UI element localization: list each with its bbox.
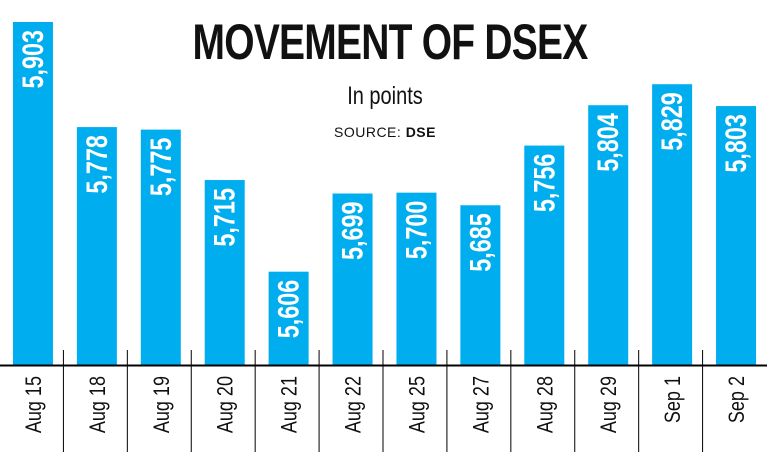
x-tick-label: Aug 27 [470, 376, 494, 433]
bar [140, 129, 181, 365]
bar [524, 145, 565, 365]
bar-value-label: 5,804 [591, 113, 624, 172]
bar [12, 22, 53, 365]
bar [716, 106, 757, 365]
x-tick-label: Aug 29 [598, 376, 622, 433]
bar [76, 127, 117, 365]
bar [588, 105, 629, 366]
bar-value-label: 5,903 [16, 30, 49, 89]
bar-value-label: 5,699 [336, 202, 369, 261]
chart-title: MOVEMENT OF DSEX [192, 14, 589, 70]
bar [460, 205, 501, 365]
bar-value-label: 5,778 [80, 135, 113, 194]
bar-value-label: 5,715 [208, 188, 241, 247]
bar-value-label: 5,829 [655, 92, 688, 151]
bar-value-label: 5,775 [144, 138, 177, 197]
x-tick-label: Aug 15 [22, 376, 46, 433]
x-tick-label: Aug 22 [342, 376, 366, 433]
x-tick-label: Sep 2 [725, 376, 749, 423]
x-tick-label: Sep 1 [662, 376, 686, 423]
bar [332, 193, 373, 365]
bar [652, 84, 693, 365]
x-tick-label: Aug 25 [406, 376, 430, 433]
chart-subtitle: In points [347, 82, 423, 110]
bar-value-label: 5,803 [719, 114, 752, 173]
bar-value-label: 5,756 [528, 154, 561, 213]
bar [268, 271, 309, 365]
bar-value-label: 5,685 [464, 213, 497, 272]
source-value: DSE [405, 124, 436, 140]
x-tick-label: Aug 21 [278, 376, 302, 433]
source-label: SOURCE: [334, 124, 402, 140]
bar [204, 180, 245, 365]
chart-source: SOURCE: DSE [285, 122, 485, 142]
bar-value-label: 5,700 [400, 201, 433, 260]
bar [396, 192, 437, 365]
x-tick-label: Aug 18 [86, 376, 110, 433]
x-tick-label: Aug 28 [534, 376, 558, 433]
x-tick-label: Aug 20 [214, 376, 238, 433]
x-tick-label: Aug 19 [150, 376, 174, 433]
bar-value-label: 5,606 [272, 280, 305, 339]
